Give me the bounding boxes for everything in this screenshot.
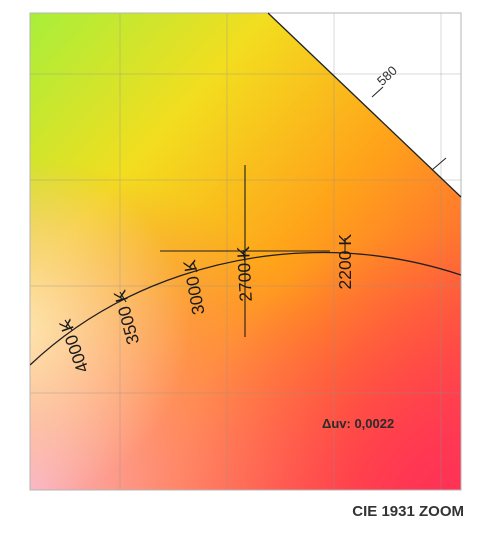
diagram-caption: CIE 1931 ZOOM	[352, 503, 464, 520]
isotherm-tick-4000k	[64, 319, 73, 331]
delta-uv-readout: Δuv: 0,0022	[322, 416, 394, 431]
wavelength-tick-minor	[431, 157, 447, 171]
isotherm-tick-3500k	[119, 291, 127, 303]
planckian-locus	[30, 251, 461, 366]
measurement-crosshair	[160, 165, 330, 337]
cct-label-2200k: 2200 K	[335, 234, 355, 290]
wavelength-label-580: 580	[374, 63, 400, 89]
wavelength-tick	[371, 86, 384, 98]
isotherm-tick-3000k	[192, 261, 198, 273]
plot-frame	[29, 12, 462, 491]
cct-label-2700k: 2700 K	[233, 245, 256, 302]
